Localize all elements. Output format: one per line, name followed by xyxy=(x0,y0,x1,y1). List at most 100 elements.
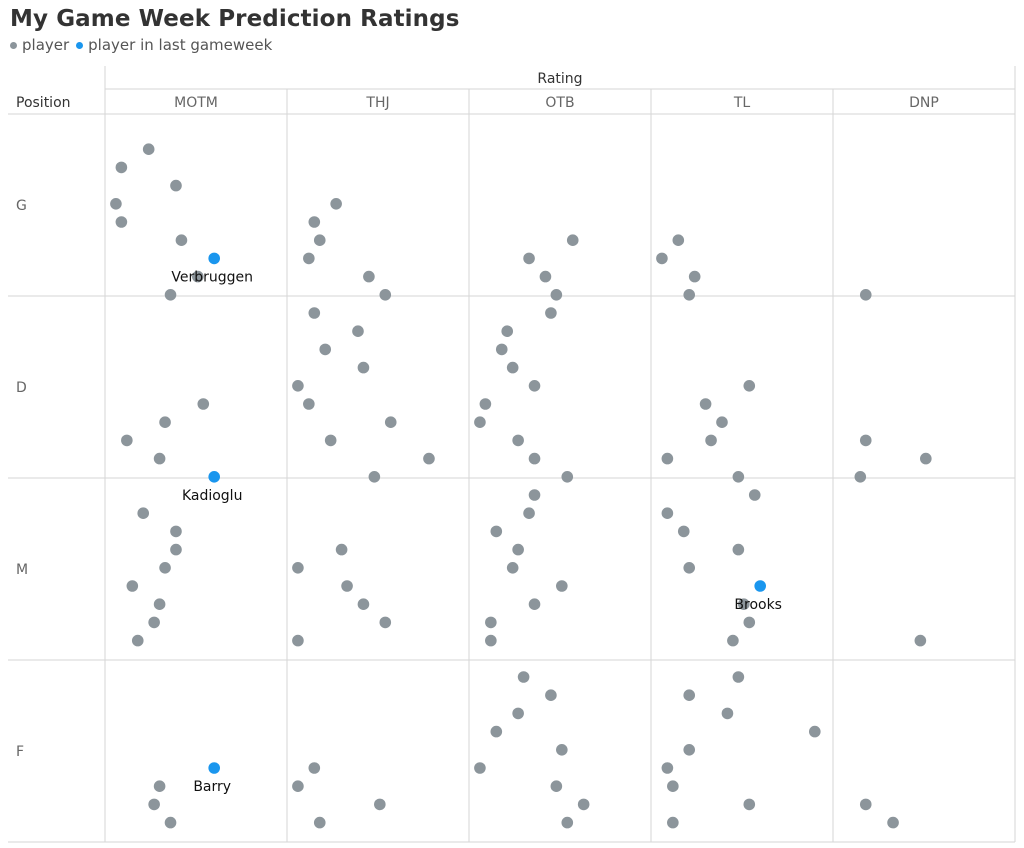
player-point xyxy=(485,634,497,647)
player-point xyxy=(357,361,370,374)
legend-item-player: player xyxy=(10,36,69,54)
player-point xyxy=(661,762,674,774)
player-point xyxy=(683,744,696,756)
player-point xyxy=(292,780,304,792)
column-header-dnp: DNP xyxy=(909,95,939,111)
player-point xyxy=(137,507,150,519)
last-gameweek-point xyxy=(208,252,220,265)
player-point xyxy=(683,289,696,301)
player-point xyxy=(292,562,304,574)
player-point xyxy=(688,270,701,283)
player-point xyxy=(363,270,375,283)
player-point xyxy=(748,489,761,501)
player-point xyxy=(561,471,574,483)
player-point xyxy=(341,580,353,592)
player-point xyxy=(192,270,204,283)
row-header-g: G xyxy=(16,198,27,214)
player-point xyxy=(743,798,756,811)
player-point xyxy=(512,434,524,447)
chart-title: My Game Week Prediction Ratings xyxy=(10,6,460,32)
player-point xyxy=(732,671,745,683)
player-point xyxy=(308,307,321,319)
player-label-verbruggen: Verbruggen xyxy=(171,269,253,285)
player-point xyxy=(121,434,133,447)
player-point xyxy=(512,543,524,556)
player-point xyxy=(164,289,177,301)
player-label-barry: Barry xyxy=(193,779,231,795)
player-point xyxy=(303,252,315,265)
player-point xyxy=(517,671,530,683)
player-point xyxy=(716,416,728,429)
player-point xyxy=(577,798,590,811)
player-point xyxy=(661,452,674,465)
player-point xyxy=(528,489,541,501)
column-header-motm: MOTM xyxy=(174,95,218,111)
player-point xyxy=(485,616,497,629)
player-point xyxy=(699,398,712,410)
column-header-thj: THJ xyxy=(365,95,389,111)
player-point xyxy=(292,380,304,392)
player-point xyxy=(324,434,337,447)
column-header-tl: TL xyxy=(733,95,751,111)
player-point xyxy=(352,325,364,338)
row-header-m: M xyxy=(16,562,28,578)
player-point xyxy=(656,252,668,265)
player-point xyxy=(743,616,756,629)
player-point xyxy=(523,252,535,265)
player-point xyxy=(308,762,321,774)
player-point xyxy=(683,689,696,701)
row-header-f: F xyxy=(16,744,24,760)
player-point xyxy=(170,179,182,192)
player-point xyxy=(566,234,579,246)
player-point xyxy=(683,562,696,574)
player-point xyxy=(528,380,541,392)
player-point xyxy=(859,434,872,447)
player-point xyxy=(545,689,557,701)
legend-label-player: player xyxy=(22,36,70,54)
player-point xyxy=(423,452,435,465)
column-header-otb: OTB xyxy=(545,95,574,111)
player-point xyxy=(170,543,182,556)
player-point xyxy=(170,525,182,538)
player-point xyxy=(159,562,171,574)
player-point xyxy=(727,634,739,647)
player-point xyxy=(197,398,210,410)
player-point xyxy=(667,816,679,829)
last-gameweek-point xyxy=(754,580,766,592)
player-point xyxy=(479,398,492,410)
player-point xyxy=(528,452,541,465)
player-point xyxy=(357,598,370,610)
player-point xyxy=(528,598,541,610)
player-point xyxy=(495,343,508,356)
player-point xyxy=(556,744,568,756)
player-point xyxy=(854,471,867,483)
player-point xyxy=(887,816,899,829)
player-point xyxy=(474,762,486,774)
player-point xyxy=(506,562,519,574)
player-point xyxy=(175,234,188,246)
player-point xyxy=(159,416,171,429)
player-point xyxy=(539,270,552,283)
player-point xyxy=(319,343,332,356)
player-point xyxy=(809,725,821,738)
player-point xyxy=(368,471,381,483)
player-point xyxy=(561,816,574,829)
player-point xyxy=(115,161,128,174)
player-point xyxy=(738,598,750,610)
player-point xyxy=(148,798,160,811)
player-point xyxy=(661,507,674,519)
player-point xyxy=(148,616,160,629)
player-point xyxy=(490,525,503,538)
player-point xyxy=(303,398,315,410)
player-point xyxy=(732,543,745,556)
column-axis-title: Rating xyxy=(537,71,582,87)
player-point xyxy=(153,452,166,465)
player-point xyxy=(672,234,685,246)
player-point xyxy=(677,525,690,538)
player-point xyxy=(512,707,524,720)
player-point xyxy=(667,780,679,792)
legend-swatch-last-gameweek xyxy=(76,41,84,49)
player-point xyxy=(859,289,872,301)
player-point xyxy=(153,780,166,792)
